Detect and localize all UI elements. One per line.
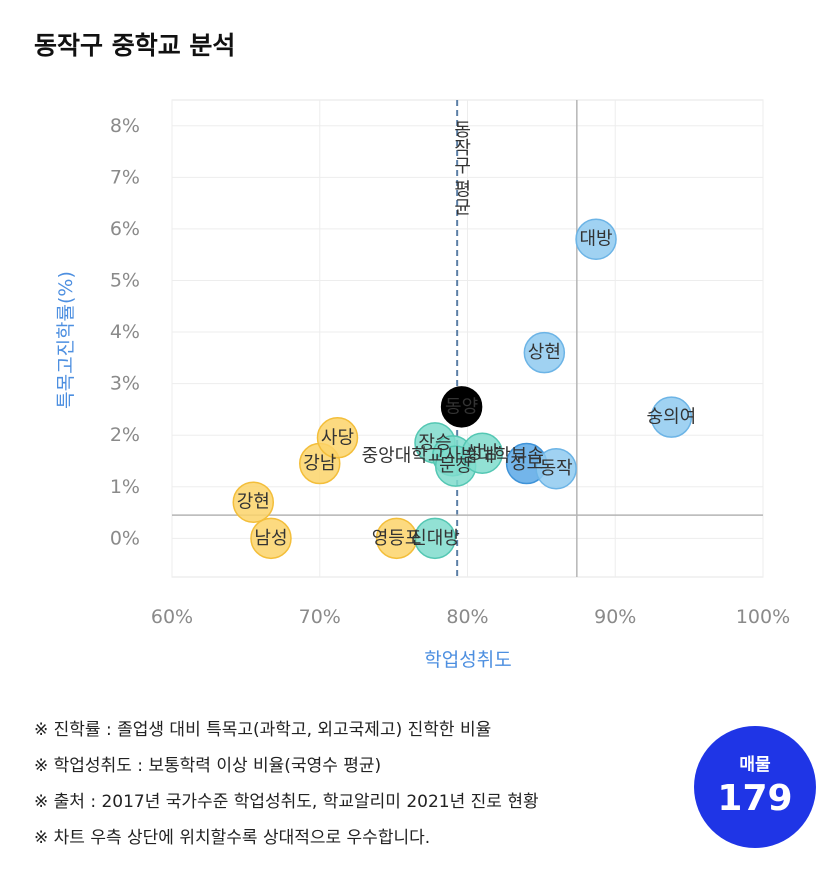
bubble-label: 대방	[579, 229, 612, 250]
badge-value: 179	[717, 778, 793, 819]
bubble-label: 장승	[418, 432, 451, 453]
x-tick-label: 60%	[151, 606, 193, 628]
bubble-label: 상현	[528, 342, 561, 363]
bubble-label: 문창	[439, 456, 472, 477]
bubble-label: 남성	[254, 528, 287, 549]
y-tick-label: 2%	[110, 424, 140, 446]
chart-bubbles	[232, 218, 693, 560]
listing-count-badge[interactable]: 매물 179	[694, 726, 816, 848]
note-achievement: ※ 학업성취도 : 보통학력 이상 비율(국영수 평균)	[34, 756, 382, 776]
bubble-chart: 동작구 평균 60% 70% 80% 90% 100% 0% 1% 2% 3% 4% 5% 6% 7%…	[55, 99, 790, 671]
bubble-label: 영등포	[372, 528, 422, 549]
bubble-남성[interactable]	[250, 517, 292, 560]
y-tick-label: 6%	[110, 218, 140, 240]
note-guide: ※ 차트 우측 상단에 위치할수록 상대적으로 우수합니다.	[34, 828, 431, 848]
x-tick-label: 90%	[594, 606, 636, 628]
bubble-동작[interactable]	[535, 447, 577, 490]
bubble-상현[interactable]	[523, 331, 566, 374]
y-tick-label: 3%	[110, 373, 140, 395]
bubble-label: 숭의여	[647, 407, 697, 428]
x-tick-label: 100%	[736, 606, 790, 628]
bubble-label: 사당	[321, 427, 354, 448]
y-tick-label: 7%	[110, 166, 140, 188]
y-axis-label: 특목고진학률(%)	[55, 271, 77, 409]
bubble-label: 동작	[540, 458, 573, 479]
bubble-label: 강남	[303, 453, 336, 474]
x-tick-label: 70%	[299, 606, 341, 628]
y-tick-label: 4%	[110, 321, 140, 343]
y-tick-label: 5%	[110, 269, 140, 291]
note-rate: ※ 진학률 : 졸업생 대비 특목고(과학고, 외고국제고) 진학한 비율	[34, 720, 492, 740]
reference-lines: 동작구 평균	[172, 100, 763, 577]
chart-grid	[171, 99, 764, 578]
bubble-label: 성남	[466, 443, 499, 464]
x-tick-label: 80%	[446, 606, 488, 628]
reference-line-label: 동작구 평균	[451, 120, 472, 216]
y-axis-ticks: 0% 1% 2% 3% 4% 5% 6% 7% 8%	[110, 115, 140, 550]
bubble-label: 동양	[445, 396, 478, 417]
bubble-동양[interactable]	[440, 386, 483, 428]
bubble-강현[interactable]	[232, 481, 275, 523]
y-tick-label: 1%	[110, 476, 140, 498]
page-title: 동작구 중학교 분석	[34, 31, 236, 60]
bubble-label: 중앙대학교사범대학부속	[362, 445, 544, 466]
badge-label: 매물	[739, 755, 771, 775]
x-axis-label: 학업성취도	[424, 649, 511, 671]
bubble-label: 강현	[237, 492, 270, 513]
chart-notes: ※ 진학률 : 졸업생 대비 특목고(과학고, 외고국제고) 진학한 비율 ※ …	[34, 712, 539, 856]
note-source: ※ 출처 : 2017년 국가수준 학업성취도, 학교알리미 2021년 진로 …	[34, 792, 539, 812]
bubble-숭의여[interactable]	[650, 396, 693, 438]
y-tick-label: 0%	[110, 527, 140, 549]
y-tick-label: 8%	[110, 115, 140, 137]
bubble-성남[interactable]	[461, 432, 504, 474]
bubble-사당[interactable]	[316, 417, 359, 459]
bubble-label: 신대방	[410, 528, 460, 549]
bubble-대방[interactable]	[575, 218, 617, 260]
bubble-label: 성보	[510, 453, 543, 474]
bubble-신대방[interactable]	[414, 517, 456, 560]
x-axis-ticks: 60% 70% 80% 90% 100%	[151, 606, 790, 628]
